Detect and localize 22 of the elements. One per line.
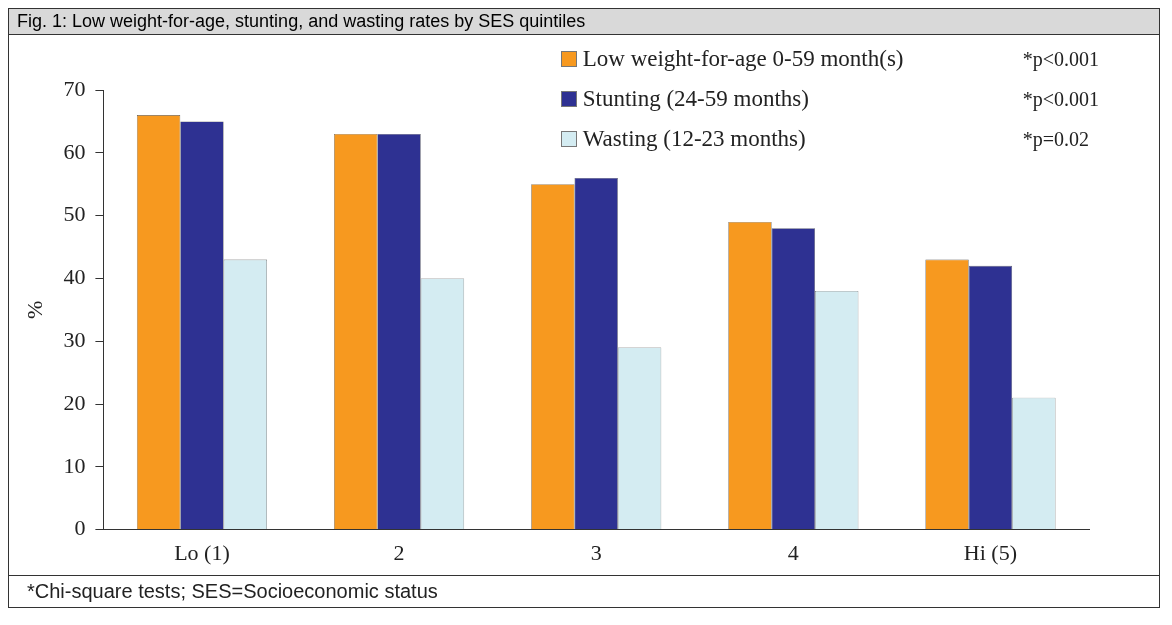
legend-label: Stunting (24-59 months) xyxy=(582,86,810,112)
y-tick-label: 70 xyxy=(63,75,86,101)
chart-title: Fig. 1: Low weight-for-age, stunting, and wasting rates by SES quintiles xyxy=(9,9,1159,35)
y-tick-label: 20 xyxy=(63,389,86,415)
y-tick-label: 10 xyxy=(63,452,86,478)
y-tick-label: 50 xyxy=(63,201,86,227)
y-tick-label: 0 xyxy=(74,515,86,541)
annotation: *p<0.001 xyxy=(1022,87,1099,111)
x-tick-label: Lo (1) xyxy=(174,539,230,565)
y-tick-label: 40 xyxy=(63,264,86,290)
legend-label: Wasting (12-23 months) xyxy=(582,126,807,152)
y-tick-label: 30 xyxy=(63,326,86,352)
y-axis-title: % xyxy=(21,300,47,319)
annotation: *p=0.02 xyxy=(1022,127,1089,151)
text: *p<0.001 xyxy=(1022,47,1099,71)
legend-label: Low weight-for-age 0-59 month(s) xyxy=(582,46,905,72)
x-tick-label: 4 xyxy=(787,539,799,565)
x-tick-label: Hi (5) xyxy=(963,539,1018,565)
text: *Chi-square tests; SES=Socioeconomic status xyxy=(9,575,1159,607)
x-tick-label: 3 xyxy=(590,539,602,565)
x-tick-label: 2 xyxy=(393,539,405,565)
y-tick-label: 60 xyxy=(63,138,86,164)
